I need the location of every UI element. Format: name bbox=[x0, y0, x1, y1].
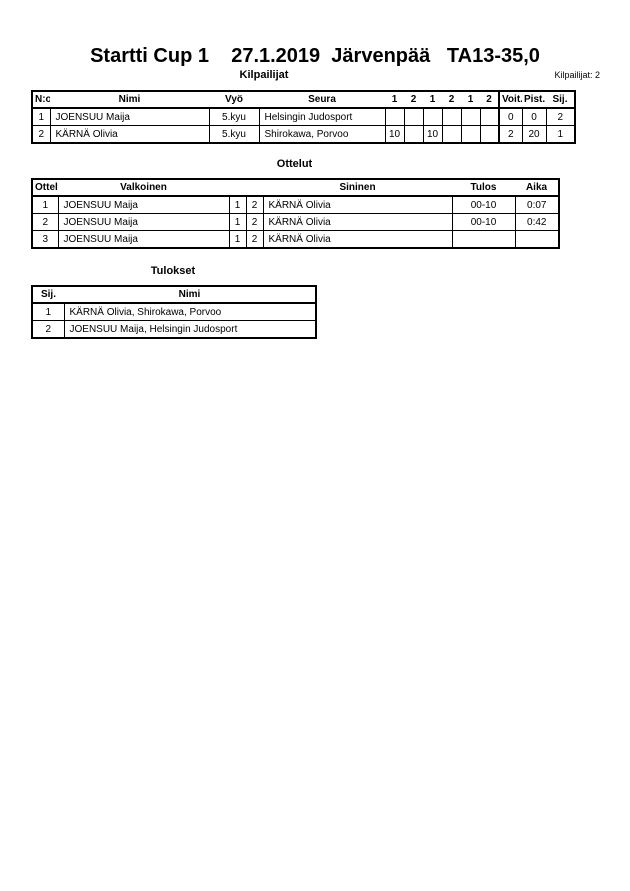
matches-table: OtteluValkoinenSininenTulosAika1JOENSUU … bbox=[31, 178, 560, 249]
competitors-header-7: 2 bbox=[442, 91, 461, 109]
competitors-cell: Helsingin Judosport bbox=[258, 107, 386, 126]
competitors-cell: 1 bbox=[31, 107, 51, 126]
table-row: 1 JOENSUU Maija 5.kyu Helsingin Judosport 0 0… bbox=[31, 107, 576, 126]
results-title: Tulokset bbox=[150, 265, 196, 277]
competitors-cell bbox=[384, 107, 405, 126]
matches-cell: 0:07 bbox=[514, 195, 560, 214]
matches-cell: 3 bbox=[31, 230, 59, 249]
competitors-cell: KÄRNÄ Olivia bbox=[49, 125, 210, 144]
table-row: 2 JOENSUU Maija, Helsingin Judosport bbox=[31, 320, 317, 339]
competitors-table: N:oNimiVyöSeura121212Voit.Pist.Sij.1JOEN… bbox=[31, 90, 576, 144]
competitors-cell bbox=[460, 125, 481, 144]
matches-cell: JOENSUU Maija bbox=[57, 213, 230, 231]
competitors-cell: 5.kyu bbox=[208, 125, 260, 144]
matches-cell: 00-10 bbox=[451, 195, 516, 214]
competitors-cell: 1 bbox=[545, 125, 576, 144]
results-cell: 2 bbox=[31, 320, 65, 339]
competitors-header-10: Voit. bbox=[498, 91, 522, 109]
table-row: 2 KÄRNÄ Olivia 5.kyu Shirokawa, Porvoo 10 10 2… bbox=[31, 125, 576, 144]
matches-cell: JOENSUU Maija bbox=[57, 195, 230, 214]
matches-cell: 2 bbox=[245, 213, 264, 231]
results-header-1: Nimi bbox=[64, 286, 316, 304]
competitors-cell bbox=[403, 125, 424, 144]
competitors-cell bbox=[460, 107, 481, 126]
matches-cell: 1 bbox=[228, 230, 247, 249]
matches-cell: 00-10 bbox=[451, 213, 516, 231]
competitors-cell bbox=[479, 107, 500, 126]
competitors-title: Kilpailijat bbox=[239, 69, 289, 81]
competitors-header-0: N:o bbox=[32, 91, 50, 109]
results-cell: JOENSUU Maija, Helsingin Judosport bbox=[63, 320, 317, 339]
matches-cell: 2 bbox=[31, 213, 59, 231]
results-cell: KÄRNÄ Olivia, Shirokawa, Porvoo bbox=[63, 302, 317, 321]
competitors-header-9: 2 bbox=[480, 91, 499, 109]
matches-cell: 1 bbox=[31, 195, 59, 214]
competitors-header-11: Pist. bbox=[522, 91, 546, 109]
competitors-cell: 10 bbox=[422, 125, 443, 144]
matches-cell: 0:42 bbox=[514, 213, 560, 231]
matches-header-2 bbox=[229, 179, 246, 197]
results-header-0: Sij. bbox=[32, 286, 64, 304]
matches-header-3 bbox=[246, 179, 263, 197]
matches-cell: 2 bbox=[245, 230, 264, 249]
matches-cell: 2 bbox=[245, 195, 264, 214]
matches-cell bbox=[451, 230, 516, 249]
matches-cell bbox=[514, 230, 560, 249]
competitors-cell bbox=[479, 125, 500, 144]
competitors-cell: 10 bbox=[384, 125, 405, 144]
competitors-cell bbox=[422, 107, 443, 126]
matches-title: Ottelut bbox=[276, 158, 313, 170]
competitors-header-1: Nimi bbox=[50, 91, 209, 109]
table-row: 3 JOENSUU Maija 1 2 KÄRNÄ Olivia bbox=[31, 230, 560, 249]
table-row: 1 JOENSUU Maija 1 2 KÄRNÄ Olivia 00-10 0:07 bbox=[31, 195, 560, 214]
competitors-header-2: Vyö bbox=[209, 91, 259, 109]
matches-cell: JOENSUU Maija bbox=[57, 230, 230, 249]
competitors-cell: 0 bbox=[498, 107, 523, 126]
table-row: 1 KÄRNÄ Olivia, Shirokawa, Porvoo bbox=[31, 302, 317, 321]
competitors-cell: 2 bbox=[498, 125, 523, 144]
competitors-cell: 2 bbox=[545, 107, 576, 126]
matches-header-0: Ottelu bbox=[32, 179, 58, 197]
competitors-cell: 5.kyu bbox=[208, 107, 260, 126]
matches-header-5: Tulos bbox=[452, 179, 515, 197]
competitors-cell: 0 bbox=[521, 107, 547, 126]
competitors-cell: Shirokawa, Porvoo bbox=[258, 125, 386, 144]
table-row: 2 JOENSUU Maija 1 2 KÄRNÄ Olivia 00-10 0:42 bbox=[31, 213, 560, 231]
competitors-header-12: Sij. bbox=[546, 91, 575, 109]
matches-header-4: Sininen bbox=[263, 179, 452, 197]
competitors-cell: 20 bbox=[521, 125, 547, 144]
matches-cell: 1 bbox=[228, 195, 247, 214]
competitors-cell bbox=[403, 107, 424, 126]
results-table: Sij. Nimi 1 KÄRNÄ Olivia, Shirokawa, Porvoo… bbox=[31, 285, 317, 339]
competitors-header-6: 1 bbox=[423, 91, 442, 109]
competitor-count: Kilpailijat: 2 bbox=[554, 70, 600, 80]
matches-header-6: Aika bbox=[515, 179, 559, 197]
competitors-cell: JOENSUU Maija bbox=[49, 107, 210, 126]
competitors-header-3: Seura bbox=[259, 91, 385, 109]
matches-cell: KÄRNÄ Olivia bbox=[262, 213, 453, 231]
matches-cell: 1 bbox=[228, 213, 247, 231]
competitors-header-8: 1 bbox=[461, 91, 480, 109]
results-cell: 1 bbox=[31, 302, 65, 321]
competitors-cell: 2 bbox=[31, 125, 51, 144]
competitors-cell bbox=[441, 107, 462, 126]
competitors-header-4: 1 bbox=[385, 91, 404, 109]
competitors-cell bbox=[441, 125, 462, 144]
matches-cell: KÄRNÄ Olivia bbox=[262, 195, 453, 214]
matches-cell: KÄRNÄ Olivia bbox=[262, 230, 453, 249]
competitors-header-5: 2 bbox=[404, 91, 423, 109]
page-title: Startti Cup 1 27.1.2019 Järvenpää TA13-3… bbox=[90, 45, 540, 67]
matches-header-1: Valkoinen bbox=[58, 179, 229, 197]
